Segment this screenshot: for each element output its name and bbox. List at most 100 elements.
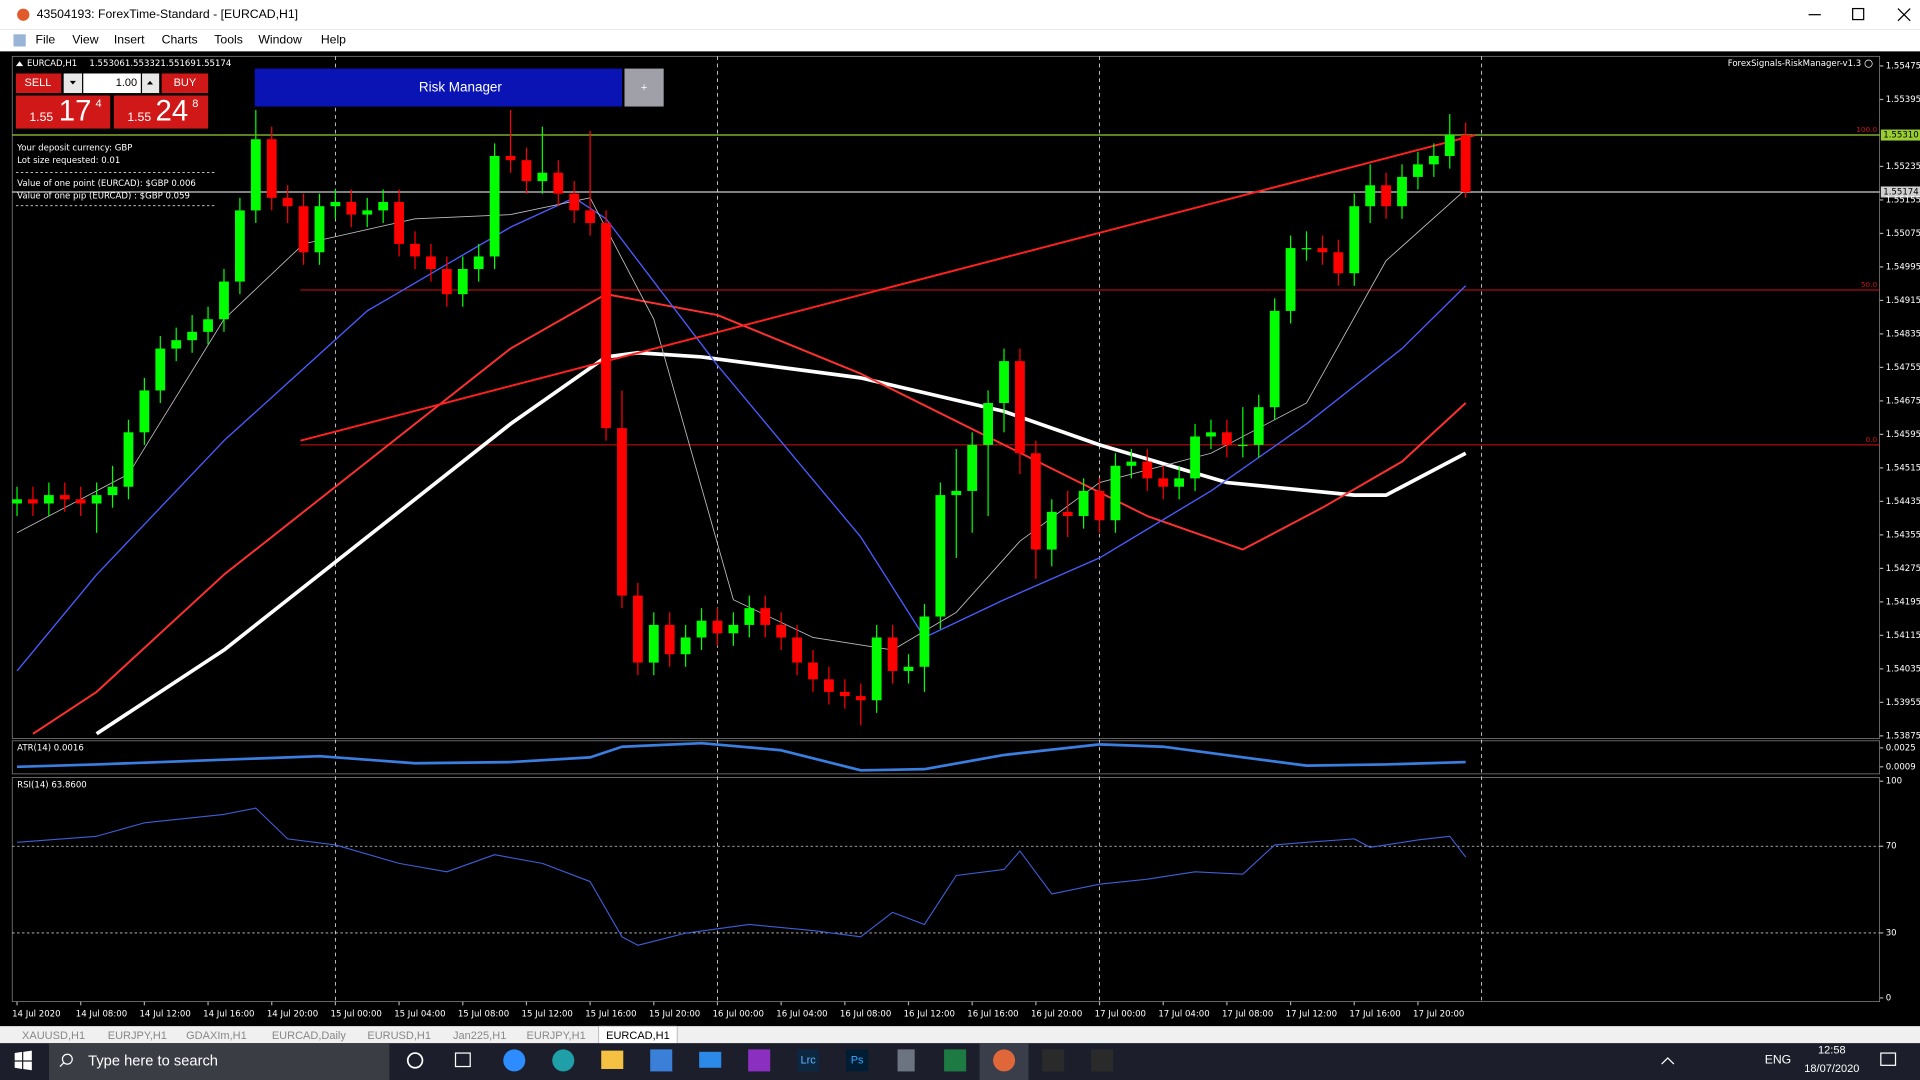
- fib-label: 0.0: [1865, 435, 1877, 444]
- markets-icon[interactable]: [1042, 1049, 1065, 1072]
- sell-button[interactable]: [15, 73, 62, 94]
- store-icon[interactable]: [650, 1049, 673, 1072]
- start-button[interactable]: [14, 1050, 32, 1071]
- candle-body: [250, 139, 261, 211]
- risk-manager-plus[interactable]: +: [641, 82, 647, 94]
- buy-label[interactable]: BUY: [174, 77, 197, 89]
- menu-item[interactable]: View: [72, 33, 98, 47]
- clock-date[interactable]: 18/07/2020: [1804, 1063, 1859, 1075]
- task-view-button[interactable]: [454, 1052, 471, 1068]
- candle-body: [569, 193, 580, 211]
- candle-body: [1142, 461, 1153, 479]
- candle-body: [776, 624, 787, 638]
- sell-label[interactable]: SELL: [24, 77, 51, 89]
- tab-label[interactable]: EURCAD,Daily: [272, 1030, 347, 1042]
- candle-body: [107, 486, 118, 496]
- tab-label[interactable]: GDAXIm,H1: [186, 1030, 247, 1042]
- mail-icon[interactable]: [699, 1051, 722, 1068]
- candle-body: [537, 172, 548, 182]
- candle-body: [1317, 248, 1328, 253]
- indicator-label: ATR(14) 0.0016: [17, 744, 84, 754]
- calculator-icon[interactable]: [897, 1049, 915, 1072]
- y-tick-label: 1.54035: [1886, 664, 1920, 674]
- menu-item[interactable]: Window: [258, 33, 302, 47]
- lightroom-icon[interactable]: [797, 1049, 820, 1072]
- tab-label[interactable]: EURUSD,H1: [367, 1030, 431, 1042]
- excel-icon[interactable]: [944, 1049, 967, 1072]
- photoshop-label[interactable]: Ps: [851, 1054, 864, 1066]
- tab-label[interactable]: Jan225,H1: [453, 1030, 506, 1042]
- x-tick-label: 16 Jul 00:00: [713, 1009, 764, 1019]
- candle-body: [139, 390, 150, 433]
- candle-body: [824, 679, 834, 692]
- language[interactable]: ENG: [1765, 1053, 1792, 1067]
- y-tick-label: 1.55395: [1886, 95, 1920, 105]
- candle-body: [123, 432, 134, 487]
- cortana-button[interactable]: [406, 1052, 424, 1069]
- y-tick-label: 1.55235: [1886, 162, 1920, 172]
- search-box[interactable]: [48, 1043, 390, 1080]
- candle-body: [1428, 155, 1439, 165]
- edge-icon[interactable]: [552, 1049, 575, 1072]
- sell-price-box[interactable]: [15, 95, 111, 129]
- moving-average: [95, 350, 1467, 736]
- y-tick-label: 1.54195: [1886, 597, 1920, 607]
- notifications[interactable]: [1880, 1052, 1897, 1066]
- tab-label[interactable]: EURCAD,H1: [606, 1030, 670, 1042]
- maximize-button[interactable]: [1852, 7, 1865, 21]
- onenote-icon[interactable]: [748, 1049, 771, 1072]
- candle-body: [187, 331, 198, 341]
- x-tick-label: 16 Jul 16:00: [967, 1009, 1018, 1019]
- zoom-icon[interactable]: [503, 1049, 526, 1072]
- candle-body: [839, 691, 850, 697]
- tray-chevron[interactable]: [1661, 1057, 1675, 1065]
- risk-manager-button[interactable]: [624, 68, 664, 107]
- candle-body: [59, 495, 70, 500]
- menu-item[interactable]: Tools: [214, 33, 243, 47]
- candle-body: [935, 495, 946, 617]
- risk-manager-panel[interactable]: [254, 68, 623, 107]
- tab-label[interactable]: EURJPY,H1: [108, 1030, 167, 1042]
- tab-label[interactable]: EURJPY,H1: [527, 1030, 586, 1042]
- menu-item[interactable]: Insert: [114, 33, 145, 47]
- y-tick-label: 1.53955: [1886, 698, 1920, 708]
- lot-value[interactable]: 1.00: [116, 77, 137, 89]
- y-tick-label: 1.54435: [1886, 497, 1920, 507]
- active-tab[interactable]: [598, 1025, 678, 1044]
- candle-body: [1444, 135, 1455, 156]
- candle-body: [473, 256, 484, 270]
- y-tick-label: 1.53875: [1886, 731, 1920, 741]
- buy-price-box[interactable]: [113, 95, 209, 129]
- candle-body: [410, 243, 420, 257]
- y-tick-label: 1.54675: [1886, 396, 1920, 406]
- x-tick-label: 15 Jul 08:00: [458, 1009, 509, 1019]
- menu-item[interactable]: File: [36, 33, 56, 47]
- candle-body: [298, 206, 309, 253]
- candle-body: [1285, 248, 1296, 311]
- lot-input[interactable]: [83, 73, 141, 94]
- risk-manager-title[interactable]: Risk Manager: [419, 80, 503, 95]
- close-button[interactable]: [1897, 8, 1911, 22]
- clock-time[interactable]: 12:58: [1818, 1045, 1846, 1057]
- sell-price-big: 17: [59, 94, 92, 127]
- candle-body: [1174, 478, 1185, 487]
- candle-body: [43, 495, 54, 504]
- candle-body: [203, 319, 213, 332]
- search-placeholder[interactable]: Type here to search: [88, 1054, 218, 1070]
- photoshop-icon[interactable]: [846, 1049, 869, 1072]
- candle-body: [171, 340, 182, 349]
- candle-body: [219, 281, 229, 320]
- buy-button[interactable]: [161, 73, 209, 94]
- lightroom-label[interactable]: Lrc: [801, 1054, 817, 1066]
- tab-label[interactable]: XAUUSD,H1: [22, 1030, 85, 1042]
- header-quote: 1.55174: [196, 59, 231, 69]
- y-tick-label: 1.55155: [1886, 195, 1920, 205]
- mt4-icon[interactable]: [993, 1049, 1016, 1072]
- candle-body: [155, 348, 166, 391]
- terminal-icon[interactable]: [1091, 1049, 1114, 1072]
- menu-item[interactable]: Help: [321, 33, 346, 47]
- explorer-icon[interactable]: [601, 1050, 624, 1069]
- menu-item[interactable]: Charts: [162, 33, 198, 47]
- candle-body: [617, 428, 627, 596]
